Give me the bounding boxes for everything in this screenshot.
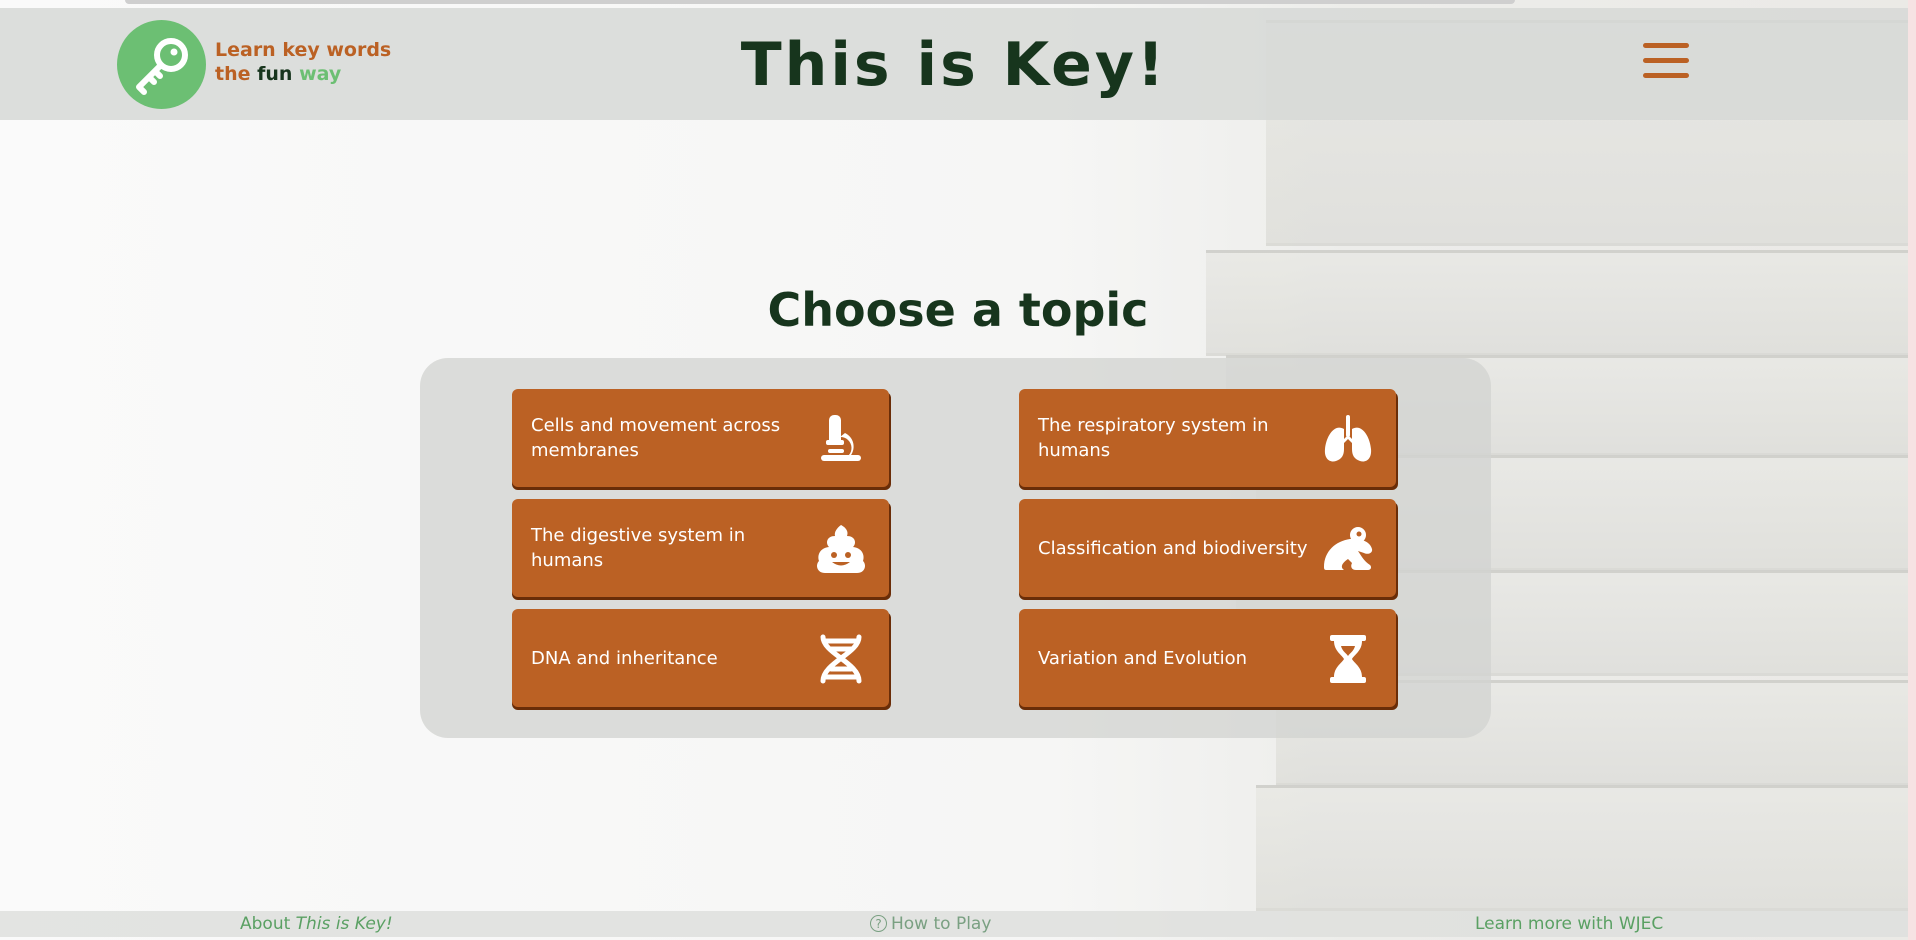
hamburger-menu-icon <box>1643 43 1689 48</box>
key-icon <box>136 38 188 95</box>
topic-button-cells[interactable]: Cells and movement across membranes <box>512 389 889 487</box>
logo-tagline-line1: Learn key words <box>215 39 392 61</box>
key-logo[interactable] <box>117 20 206 109</box>
logo-tagline-line2: the fun way <box>215 62 391 86</box>
how-to-play-link[interactable]: ? How to Play <box>870 914 991 934</box>
site-footer: About This is Key! ? How to Play Learn mo… <box>0 911 1908 937</box>
site-title: This is Key! <box>740 30 1168 100</box>
topic-button-variation[interactable]: Variation and Evolution <box>1019 609 1396 707</box>
topic-label: Cells and movement across membranes <box>531 415 781 461</box>
poo-icon <box>817 525 865 573</box>
logo-tagline: Learn key words the fun way <box>215 38 391 86</box>
logo-the: the <box>215 63 251 85</box>
topics-panel: Cells and movement across membranes The … <box>420 358 1491 738</box>
lungs-icon <box>1324 415 1372 462</box>
topic-button-dna[interactable]: DNA and inheritance <box>512 609 889 707</box>
topic-label: Variation and Evolution <box>1038 647 1248 669</box>
question-circle-icon: ? <box>870 915 887 932</box>
hamburger-menu-button[interactable] <box>1643 43 1689 85</box>
microscope-icon <box>821 415 861 461</box>
how-to-play-label: How to Play <box>891 914 992 934</box>
browser-top-strip <box>125 0 1515 4</box>
about-link[interactable]: About This is Key! <box>240 914 393 934</box>
page-edge <box>1908 0 1916 940</box>
site-header: Learn key words the fun way This is Key! <box>0 8 1908 120</box>
topic-button-respiratory[interactable]: The respiratory system in humans <box>1019 389 1396 487</box>
topic-label: The digestive system in humans <box>531 525 746 571</box>
logo-fun: fun <box>257 63 293 85</box>
topic-label: Classification and biodiversity <box>1038 537 1308 559</box>
topic-label: DNA and inheritance <box>531 647 718 669</box>
page-heading: Choose a topic <box>767 283 1149 337</box>
about-prefix: About <box>240 914 291 934</box>
topic-label: The respiratory system in humans <box>1038 415 1269 461</box>
learn-more-link[interactable]: Learn more with WJEC <box>1475 914 1664 934</box>
hourglass-icon <box>1330 635 1366 683</box>
about-title: This is Key! <box>295 914 393 934</box>
topic-button-digestive[interactable]: The digestive system in humans <box>512 499 889 597</box>
dna-icon <box>820 634 862 684</box>
logo-way: way <box>299 63 342 85</box>
frog-icon <box>1324 527 1373 570</box>
topic-button-classification[interactable]: Classification and biodiversity <box>1019 499 1396 597</box>
